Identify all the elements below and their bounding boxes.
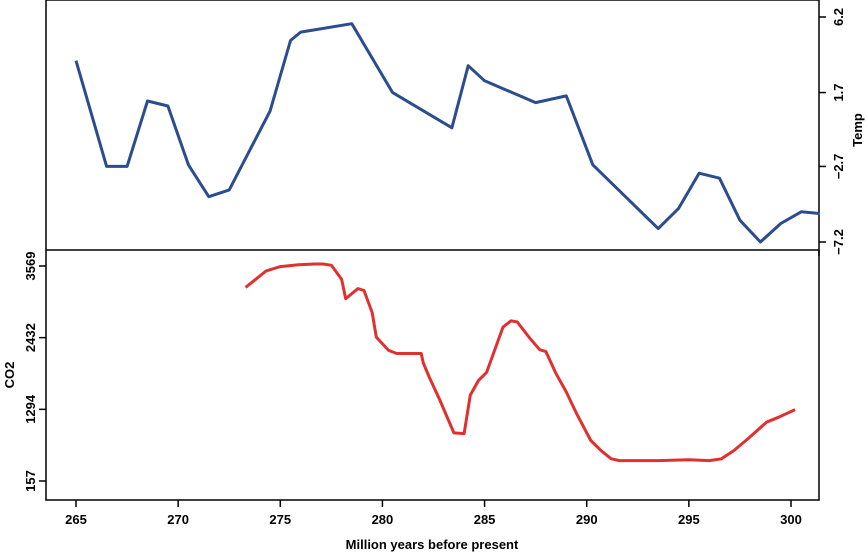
x-tick-label: 285 — [474, 512, 496, 527]
co2-tick-label: 3569 — [23, 252, 38, 281]
temp-tick-label: −2.7 — [831, 154, 846, 180]
x-tick-label: 275 — [269, 512, 291, 527]
x-tick-label: 270 — [167, 512, 189, 527]
x-axis: 265 270 275 280 285 290 295 300 — [65, 500, 802, 527]
x-axis-title: Million years before present — [346, 537, 519, 552]
co2-series-line — [244, 262, 796, 463]
co2-y-axis: 157 1294 2432 3569 — [23, 252, 46, 492]
temp-tick-label: 6.2 — [831, 8, 846, 26]
x-tick-label: 265 — [65, 512, 87, 527]
x-tick-label: 290 — [576, 512, 598, 527]
x-tick-label: 300 — [780, 512, 802, 527]
temp-axis-title: Temp — [850, 113, 865, 147]
temp-tick-label: 1.7 — [831, 84, 846, 102]
co2-tick-label: 157 — [23, 470, 38, 492]
co2-tick-label: 1294 — [23, 394, 38, 424]
temp-series-line — [74, 22, 820, 244]
x-tick-label: 280 — [372, 512, 394, 527]
co2-axis-title: CO2 — [2, 362, 17, 389]
co2-tick-label: 2432 — [23, 323, 38, 352]
x-tick-label: 295 — [678, 512, 700, 527]
temp-y-axis: 6.2 1.7 −2.7 −7.2 — [819, 8, 846, 255]
temp-tick-label: −7.2 — [831, 229, 846, 255]
